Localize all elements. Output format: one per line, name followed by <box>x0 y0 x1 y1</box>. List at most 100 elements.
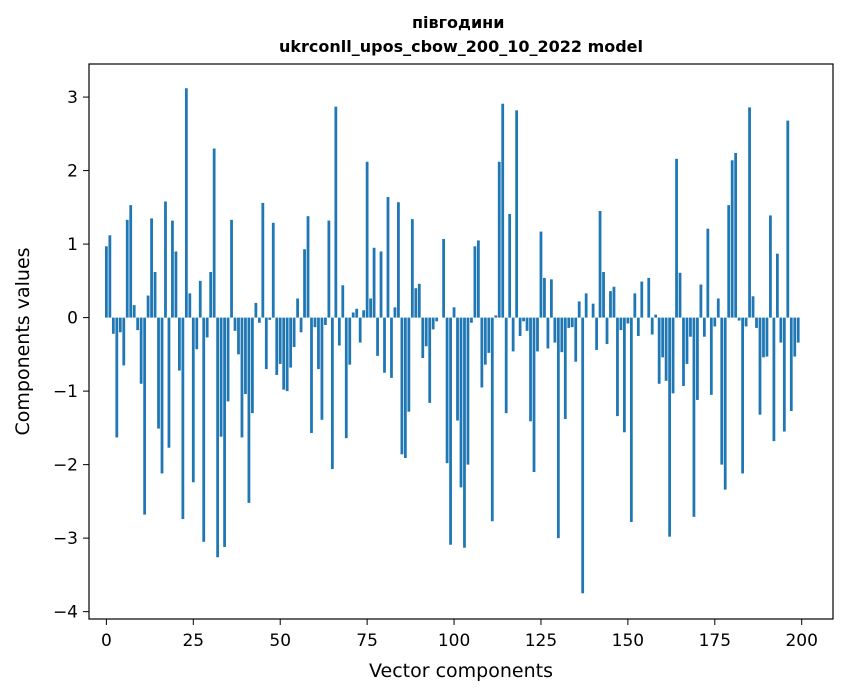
bar-189 <box>762 317 765 358</box>
chart-title: пiвгодини ukrconll_upos_cbow_200_10_2022… <box>279 13 643 56</box>
y-tick-label: 1 <box>67 235 78 255</box>
bar-88 <box>410 219 414 318</box>
bar-78 <box>376 317 379 356</box>
y-tick-label: −2 <box>53 456 78 476</box>
bar-169 <box>692 317 696 517</box>
bar-35 <box>226 317 230 402</box>
bar-85 <box>400 317 404 455</box>
bar-8 <box>132 305 136 318</box>
bar-178 <box>723 317 727 490</box>
bar-101 <box>456 317 459 421</box>
bar-170 <box>696 317 699 400</box>
bar-76 <box>369 298 372 318</box>
bar-109 <box>483 317 487 365</box>
bar-61 <box>317 317 320 370</box>
bar-156 <box>647 277 651 318</box>
bar-105 <box>470 317 473 323</box>
bar-118 <box>515 110 519 318</box>
bar-67 <box>337 317 341 346</box>
bar-145 <box>609 291 612 318</box>
bar-21 <box>178 317 181 371</box>
bar-68 <box>341 285 345 318</box>
bar-130 <box>556 317 560 539</box>
bar-79 <box>379 251 383 318</box>
bar-16 <box>160 317 164 474</box>
bar-106 <box>473 246 477 318</box>
bar-154 <box>640 281 644 318</box>
y-tick-label: 2 <box>67 162 78 182</box>
bar-39 <box>240 317 244 438</box>
y-tick-label: −3 <box>53 529 78 549</box>
bar-40 <box>244 317 247 395</box>
bar-28 <box>202 317 206 542</box>
bar-38 <box>237 317 240 355</box>
bar-104 <box>466 317 470 465</box>
bar-12 <box>146 295 150 318</box>
bar-162 <box>668 317 671 537</box>
bar-157 <box>650 317 654 335</box>
bar-1 <box>108 235 112 318</box>
bar-147 <box>616 317 619 417</box>
bar-135 <box>574 317 578 362</box>
bar-74 <box>362 310 366 318</box>
bar-83 <box>393 307 397 318</box>
bar-60 <box>313 317 317 328</box>
bar-102 <box>459 317 463 488</box>
bar-98 <box>445 317 449 464</box>
bar-166 <box>682 317 685 386</box>
x-tick-label: 25 <box>182 631 204 651</box>
bar-53 <box>289 317 293 368</box>
bar-91 <box>421 317 425 359</box>
y-tick-label: 3 <box>67 88 78 108</box>
bar-3 <box>115 317 119 438</box>
bar-100 <box>452 307 456 318</box>
bars-group <box>104 88 800 594</box>
y-axis: −4 −3 −2 −1 0 1 2 3 <box>53 88 89 623</box>
x-tick-label: 75 <box>356 631 378 651</box>
bar-173 <box>706 228 710 318</box>
bar-29 <box>205 317 209 338</box>
bar-31 <box>212 148 216 318</box>
x-tick-label: 0 <box>101 631 112 651</box>
bar-142 <box>598 211 602 318</box>
bar-80 <box>383 317 386 373</box>
bar-191 <box>769 215 772 318</box>
bar-70 <box>348 317 352 365</box>
bar-63 <box>324 317 327 325</box>
bar-59 <box>310 317 313 434</box>
bar-168 <box>689 317 692 337</box>
bar-10 <box>139 317 143 384</box>
bar-17 <box>164 201 167 318</box>
bar-181 <box>734 152 738 318</box>
y-tick-label: −4 <box>53 603 78 623</box>
bar-81 <box>386 197 390 318</box>
bar-52 <box>285 317 289 392</box>
bar-97 <box>442 238 446 318</box>
bar-115 <box>504 317 508 414</box>
bar-41 <box>247 317 251 503</box>
bar-55 <box>296 298 299 318</box>
bar-84 <box>397 202 400 318</box>
plot-frame <box>88 63 834 620</box>
x-tick-label: 150 <box>612 631 644 651</box>
bar-182 <box>737 317 741 321</box>
bar-194 <box>779 317 783 343</box>
bar-177 <box>720 317 724 465</box>
bar-127 <box>546 317 550 349</box>
bar-32 <box>216 317 220 558</box>
bar-94 <box>431 317 435 330</box>
bar-124 <box>536 317 539 352</box>
bar-133 <box>567 317 571 328</box>
bar-23 <box>184 88 188 318</box>
bar-144 <box>605 317 609 345</box>
bar-66 <box>334 106 338 318</box>
bar-49 <box>275 317 279 375</box>
bar-122 <box>529 317 532 422</box>
bar-58 <box>306 216 310 318</box>
bar-179 <box>727 205 731 318</box>
bar-95 <box>435 317 439 322</box>
bar-183 <box>741 317 744 474</box>
bar-19 <box>171 220 174 318</box>
bar-64 <box>327 220 331 318</box>
bar-113 <box>497 161 501 318</box>
